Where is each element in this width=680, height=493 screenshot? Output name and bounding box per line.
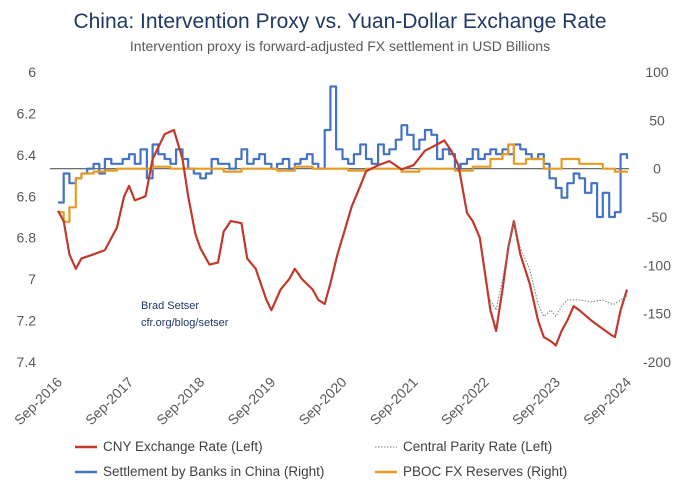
left-tick-label: 7 (28, 271, 36, 287)
chart-title: China: Intervention Proxy vs. Yuan-Dolla… (73, 10, 606, 33)
left-tick-label: 6.6 (17, 188, 37, 204)
legend-label: Central Parity Rate (Left) (403, 439, 552, 454)
legend-label: Settlement by Banks in China (Right) (103, 464, 324, 479)
series-central-parity-rate (489, 220, 628, 317)
left-tick-label: 6.8 (17, 230, 37, 246)
x-axis: Sep-2016 Sep-2017 Sep-2018 Sep-2019 Sep-2020… (11, 374, 634, 428)
series-cny-exchange-rate (57, 128, 629, 347)
series-pboc-fx-reserves (58, 143, 629, 223)
plot-area (50, 85, 629, 347)
annotation: Brad Setser cfr.org/blog/setser (141, 300, 229, 329)
right-tick-label: 0 (653, 161, 661, 177)
left-tick-label: 7.2 (17, 313, 37, 329)
right-tick-label: -50 (647, 209, 667, 225)
x-tick-label: Sep-2016 (11, 374, 65, 428)
left-tick-label: 7.4 (17, 354, 37, 370)
legend-label: PBOC FX Reserves (Right) (403, 464, 567, 479)
right-tick-label: -200 (643, 354, 671, 370)
x-tick-label: Sep-2021 (366, 374, 420, 428)
x-tick-label: Sep-2024 (580, 374, 634, 428)
left-tick-label: 6.4 (17, 147, 37, 163)
x-tick-label: Sep-2022 (438, 374, 492, 428)
legend: CNY Exchange Rate (Left) Central Parity R… (75, 439, 567, 479)
right-tick-label: 50 (649, 112, 665, 128)
right-axis: 100 50 0 -50 -100 -150 -200 (643, 64, 671, 370)
x-tick-label: Sep-2023 (509, 374, 563, 428)
x-tick-label: Sep-2018 (153, 374, 207, 428)
left-tick-label: 6 (28, 64, 36, 80)
left-tick-label: 6.2 (17, 105, 37, 121)
right-tick-label: -100 (643, 257, 671, 273)
x-tick-label: Sep-2019 (224, 374, 278, 428)
annotation-author: Brad Setser (141, 300, 199, 312)
right-tick-label: 100 (645, 64, 669, 80)
annotation-url: cfr.org/blog/setser (141, 317, 229, 329)
right-tick-label: -150 (643, 306, 671, 322)
chart-subtitle: Intervention proxy is forward-adjusted F… (130, 38, 550, 54)
x-tick-label: Sep-2020 (295, 374, 349, 428)
x-tick-label: Sep-2017 (82, 374, 136, 428)
legend-label: CNY Exchange Rate (Left) (103, 439, 263, 454)
left-axis: 6 6.2 6.4 6.6 6.8 7 7.2 7.4 (17, 64, 37, 370)
